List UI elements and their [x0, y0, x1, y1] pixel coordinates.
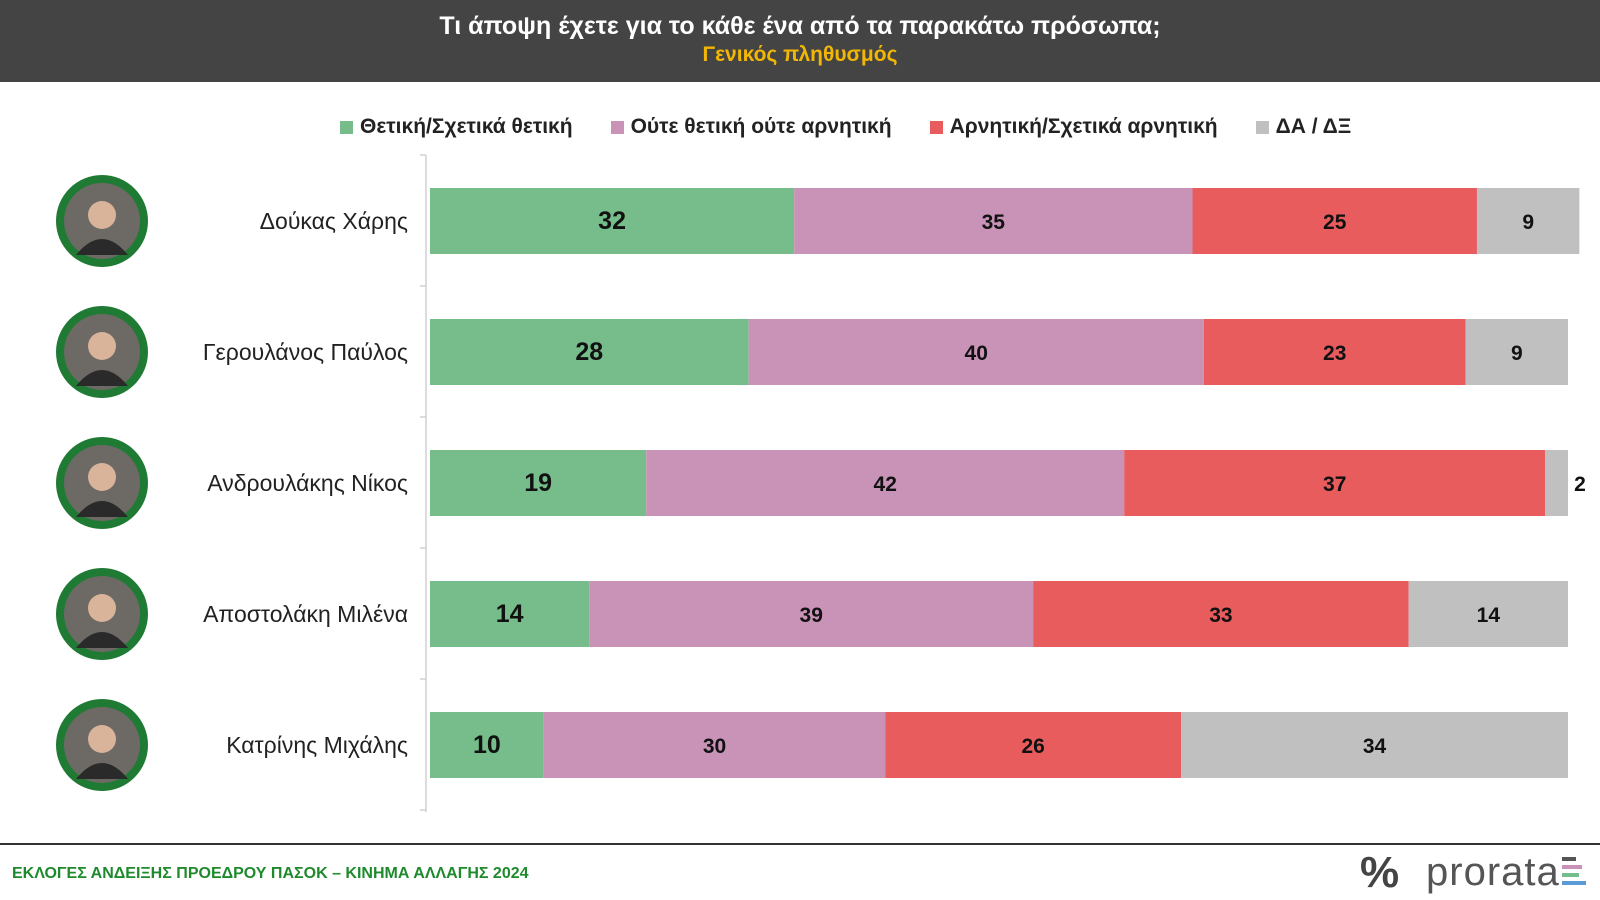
bar-segment-neutral [646, 450, 1125, 516]
avatar-body [76, 239, 128, 255]
person-avatar [56, 699, 148, 791]
bar-segment-dk [1181, 712, 1568, 778]
data-label-neutral: 30 [703, 735, 726, 758]
data-label-positive: 32 [598, 207, 626, 235]
bar-segment-neutral [794, 188, 1193, 254]
bar-segment-negative [1033, 581, 1409, 647]
data-label-neutral: 40 [965, 342, 988, 365]
bar-segment-positive [430, 450, 647, 516]
data-label-dk: 34 [1363, 735, 1387, 758]
logo-wordmark: prorata [1426, 850, 1560, 894]
legend-item-negative: Αρνητική/Σχετικά αρνητική [929, 115, 1218, 139]
person-avatar [56, 568, 148, 660]
footer-text: ΕΚΛΟΓΕΣ ΑΝΔΕΙΞΗΣ ΠΡΟΕΔΡΟΥ ΠΑΣΟΚ – ΚΙΝΗΜΑ… [12, 865, 529, 882]
legend-swatch-positive [340, 120, 353, 134]
chart-title: Τι άποψη έχετε για το κάθε ένα από τα πα… [439, 12, 1161, 40]
chart-subtitle: Γενικός πληθυσμός [702, 43, 898, 66]
data-label-dk: 9 [1511, 342, 1523, 365]
bar-segment-dk [1545, 450, 1568, 516]
data-label-negative: 37 [1323, 473, 1346, 496]
avatar-head [88, 332, 116, 360]
data-label-positive: 14 [496, 600, 524, 628]
legend-item-positive: Θετική/Σχετικά θετική [340, 115, 573, 139]
person-avatar [56, 306, 148, 398]
stacked-bar-chart: Δούκας Χάρης 32 35 25 9 Γερουλάνος Παύλος 28 40… [56, 154, 1586, 812]
footer-divider [0, 843, 1600, 845]
logo-percent-icon: % [1360, 848, 1400, 897]
data-label-dk: 2 [1574, 473, 1586, 496]
person-avatar [56, 437, 148, 529]
bar-segment-positive [430, 581, 590, 647]
legend-swatch-neutral [610, 120, 624, 134]
legend-item-neutral: Ούτε θετική ούτε αρνητική [610, 115, 892, 139]
bar-segment-positive [430, 319, 749, 385]
legend-swatch-negative [929, 120, 943, 134]
logo-bars-icon [1562, 857, 1586, 887]
chart-legend: Θετική/Σχετικά θετική Ούτε θετική ούτε α… [340, 114, 1389, 140]
bar-segment-dk [1476, 188, 1580, 254]
data-label-positive: 10 [473, 731, 501, 759]
data-label-positive: 28 [575, 338, 603, 366]
category-label: Αποστολάκη Μιλένα [203, 601, 408, 627]
bar-segment-negative [1203, 319, 1466, 385]
legend-swatch-dk [1255, 120, 1269, 134]
avatar-body [76, 501, 128, 517]
legend-item-dk: ΔΑ / ΔΞ [1255, 115, 1352, 139]
bar-segment-positive [430, 712, 544, 778]
data-label-negative: 25 [1323, 211, 1347, 234]
avatar-body [76, 370, 128, 386]
bar-segment-neutral [589, 581, 1034, 647]
category-label: Ανδρουλάκης Νίκος [207, 470, 408, 496]
category-label: Κατρίνης Μιχάλης [226, 732, 408, 758]
data-label-neutral: 35 [982, 211, 1006, 234]
category-label: Δούκας Χάρης [260, 208, 408, 234]
data-label-dk: 9 [1522, 211, 1534, 234]
legend-label-neutral: Ούτε θετική ούτε αρνητική [630, 115, 892, 138]
bar-segment-neutral [748, 319, 1204, 385]
avatar-body [76, 632, 128, 648]
bar-segment-positive [430, 188, 795, 254]
category-label: Γερουλάνος Παύλος [203, 339, 408, 365]
data-label-positive: 19 [524, 469, 552, 497]
data-label-negative: 26 [1021, 735, 1044, 758]
bar-segment-dk [1408, 581, 1568, 647]
avatar-head [88, 201, 116, 229]
avatar-head [88, 594, 116, 622]
person-avatar [56, 175, 148, 267]
legend-label-positive: Θετική/Σχετικά θετική [360, 115, 573, 138]
data-label-negative: 33 [1209, 604, 1232, 627]
data-label-negative: 23 [1323, 342, 1346, 365]
data-label-neutral: 42 [874, 473, 897, 496]
avatar-body [76, 763, 128, 779]
bar-segment-dk [1465, 319, 1568, 385]
avatar-head [88, 725, 116, 753]
chart-header: Τι άποψη έχετε για το κάθε ένα από τα πα… [0, 0, 1600, 82]
data-label-neutral: 39 [800, 604, 823, 627]
bar-segment-neutral [543, 712, 886, 778]
bar-segment-negative [1124, 450, 1546, 516]
data-label-dk: 14 [1477, 604, 1501, 627]
legend-label-dk: ΔΑ / ΔΞ [1275, 115, 1352, 138]
bar-segment-negative [885, 712, 1182, 778]
bar-segment-negative [1192, 188, 1477, 254]
legend-label-negative: Αρνητική/Σχετικά αρνητική [949, 115, 1218, 138]
avatar-head [88, 463, 116, 491]
